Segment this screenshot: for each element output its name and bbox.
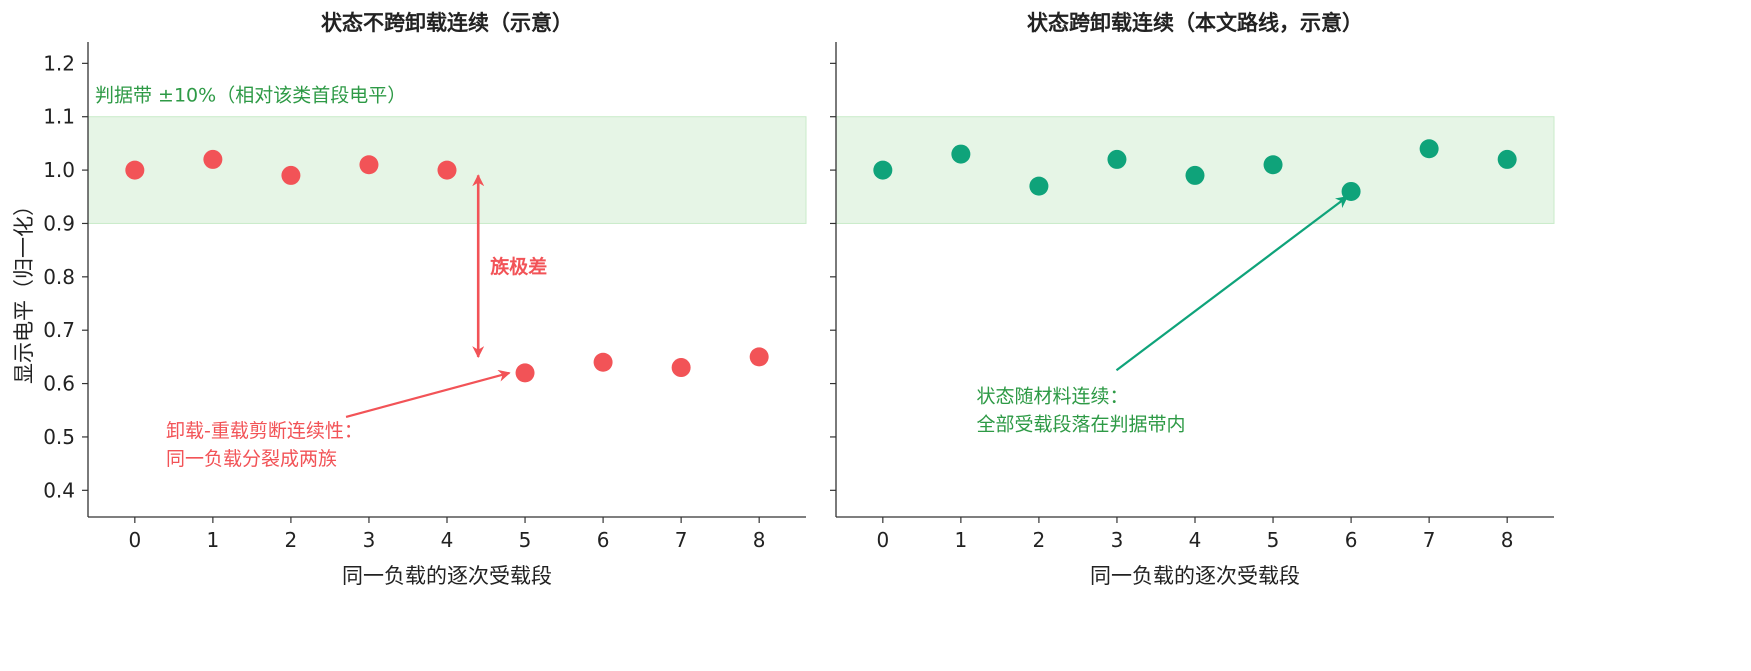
range-label: 族极差 bbox=[490, 255, 547, 278]
annotation-line: 同一负载分裂成两族 bbox=[166, 448, 337, 470]
data-point bbox=[359, 155, 379, 175]
data-point bbox=[515, 363, 535, 383]
y-tick-label: 0.6 bbox=[43, 372, 75, 396]
annotation-arrow bbox=[345, 369, 511, 419]
y-tick-label: 1.0 bbox=[43, 158, 75, 182]
chart-title: 状态不跨卸载连续（示意） bbox=[321, 11, 573, 35]
y-tick-label: 0.9 bbox=[43, 211, 75, 235]
y-tick-label: 0.7 bbox=[43, 318, 75, 342]
x-tick-label: 2 bbox=[1033, 528, 1046, 552]
data-point bbox=[1263, 155, 1283, 175]
data-point bbox=[1497, 149, 1517, 169]
x-tick-label: 3 bbox=[363, 528, 376, 552]
x-tick-label: 3 bbox=[1111, 528, 1124, 552]
data-point bbox=[203, 149, 223, 169]
x-tick-label: 7 bbox=[675, 528, 688, 552]
chart-title: 状态跨卸载连续（本文路线，示意） bbox=[1027, 11, 1363, 35]
data-point bbox=[749, 347, 769, 367]
data-point bbox=[281, 165, 301, 185]
x-tick-label: 0 bbox=[128, 528, 141, 552]
x-axis-label: 同一负载的逐次受载段 bbox=[1090, 564, 1300, 588]
y-tick-label: 1.1 bbox=[43, 105, 75, 129]
x-axis-label: 同一负载的逐次受载段 bbox=[342, 564, 552, 588]
panel-2: 0 1 2 3 4 5 6 7 8 状态跨卸载连续（本文路线，示意） 同一负载的逐次受载段 状态随材料… bbox=[830, 11, 1555, 588]
data-point bbox=[1185, 165, 1205, 185]
panel-1: 判据带 ±10%（相对该类首段电平） 0 1 2 3 4 5 6 7 8 0.4 0.5 0.6 0.7 0… bbox=[12, 11, 807, 588]
annotation-arrow bbox=[1115, 195, 1349, 372]
annotation-line: 状态随材料连续： bbox=[976, 385, 1128, 407]
data-point bbox=[593, 352, 613, 372]
data-point bbox=[873, 160, 893, 180]
x-tick-label: 6 bbox=[1345, 528, 1358, 552]
x-tick-label: 1 bbox=[955, 528, 968, 552]
annotation-line: 全部受载段落在判据带内 bbox=[976, 413, 1185, 435]
data-point bbox=[1419, 139, 1439, 159]
x-tick-label: 1 bbox=[207, 528, 220, 552]
x-tick-label: 7 bbox=[1423, 528, 1436, 552]
band-label: 判据带 ±10%（相对该类首段电平） bbox=[95, 85, 406, 107]
y-tick-label: 0.5 bbox=[43, 425, 75, 449]
x-tick-label: 4 bbox=[441, 528, 454, 552]
y-tick-label: 0.8 bbox=[43, 265, 75, 289]
x-tick-label: 0 bbox=[876, 528, 889, 552]
data-point bbox=[951, 144, 971, 164]
data-point bbox=[1107, 149, 1127, 169]
y-tick-label: 0.4 bbox=[43, 478, 75, 502]
y-tick-label: 1.2 bbox=[43, 51, 75, 75]
x-tick-label: 2 bbox=[285, 528, 298, 552]
x-tick-label: 8 bbox=[753, 528, 766, 552]
x-tick-label: 4 bbox=[1189, 528, 1202, 552]
x-tick-label: 5 bbox=[1267, 528, 1280, 552]
x-tick-label: 8 bbox=[1501, 528, 1514, 552]
data-point bbox=[125, 160, 145, 180]
data-point bbox=[671, 358, 691, 378]
x-tick-label: 6 bbox=[597, 528, 610, 552]
data-point bbox=[1029, 176, 1049, 196]
data-point bbox=[437, 160, 457, 180]
x-tick-label: 5 bbox=[519, 528, 532, 552]
y-axis-label: 显示电平（归一化） bbox=[12, 195, 36, 384]
annotation-line: 卸载-重载剪断连续性： bbox=[166, 420, 363, 442]
